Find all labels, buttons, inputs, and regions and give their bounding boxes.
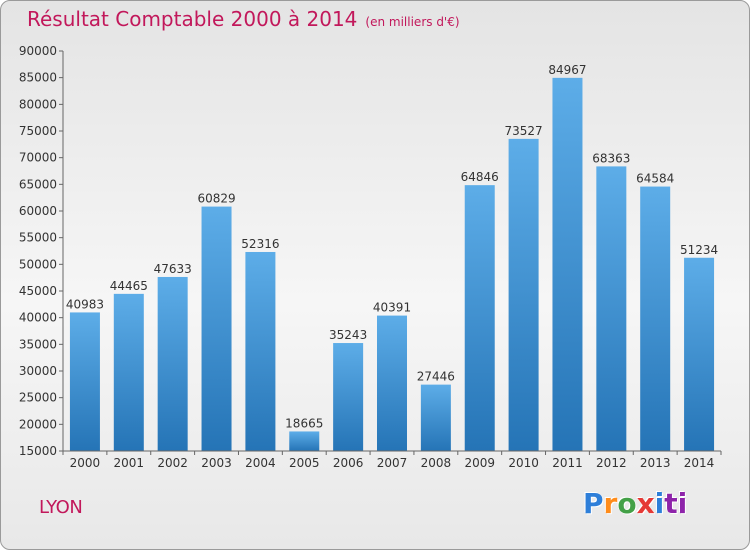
- bar-value-label: 47633: [154, 262, 192, 276]
- bar: [596, 166, 627, 451]
- y-tick-label: 55000: [19, 231, 57, 245]
- y-tick-label: 15000: [19, 444, 57, 458]
- x-tick-label: 2010: [508, 456, 539, 470]
- logo-letter: ti: [664, 487, 688, 520]
- bar-value-label: 18665: [285, 416, 323, 430]
- y-tick-label: 40000: [19, 311, 57, 325]
- city-label: LYON: [39, 497, 83, 518]
- y-tick-label: 50000: [19, 257, 57, 271]
- y-tick-label: 25000: [19, 391, 57, 405]
- bar: [420, 384, 451, 451]
- bar-value-label: 73527: [505, 124, 543, 138]
- y-tick-label: 65000: [19, 177, 57, 191]
- y-tick-label: 60000: [19, 204, 57, 218]
- bar: [508, 138, 539, 451]
- bar-value-label: 64846: [461, 170, 499, 184]
- chart-title-text: Résultat Comptable 2000 à 2014: [27, 7, 358, 31]
- bars: 40983 44465 47633 60829 52316 18665 35243 40391…: [66, 63, 718, 452]
- chart-subtitle: (en milliers d'€): [365, 15, 460, 29]
- bar: [69, 312, 100, 451]
- bar: [245, 251, 276, 451]
- y-tick-label: 80000: [19, 97, 57, 111]
- logo-letter: r: [603, 487, 618, 520]
- x-tick-label: 2004: [245, 456, 276, 470]
- logo-letter: i: [654, 487, 665, 520]
- y-tick-label: 70000: [19, 151, 57, 165]
- x-tick-label: 2006: [333, 456, 364, 470]
- bar-value-label: 35243: [329, 328, 367, 342]
- x-tick-label: 2000: [70, 456, 101, 470]
- bar: [377, 315, 407, 451]
- y-tick-label: 20000: [19, 417, 57, 431]
- x-tick-label: 2011: [552, 456, 583, 470]
- bar: [552, 77, 583, 452]
- bar: [289, 431, 320, 451]
- x-tick-label: 2003: [201, 456, 232, 470]
- bar-value-label: 40983: [66, 297, 104, 311]
- y-axis: 15000 20000 25000 30000 35000 40000 45000 50000…: [19, 44, 64, 458]
- y-tick-label: 85000: [19, 71, 57, 85]
- chart-title: Résultat Comptable 2000 à 2014 (en millie…: [27, 7, 460, 31]
- bar-value-label: 60829: [197, 192, 235, 206]
- y-tick-label: 75000: [19, 124, 57, 138]
- bar: [113, 293, 144, 451]
- bar: [333, 343, 364, 451]
- bar-value-label: 84967: [548, 63, 586, 77]
- x-tick-label: 2008: [421, 456, 452, 470]
- logo-letter: o: [617, 487, 637, 520]
- bar: [201, 206, 232, 451]
- bar: [684, 257, 715, 451]
- logo-letter: x: [636, 487, 655, 520]
- x-tick-label: 2002: [157, 456, 188, 470]
- bar-value-label: 64584: [636, 172, 674, 186]
- x-tick-label: 2012: [596, 456, 627, 470]
- bar-value-label: 51234: [680, 243, 718, 257]
- y-tick-label: 35000: [19, 337, 57, 351]
- x-axis: 2000 2001 2002 2003 2004 2005 2006 2007 2008 2009…: [62, 450, 722, 470]
- bar-value-label: 68363: [592, 151, 630, 165]
- proxiti-logo: Proxiti: [583, 487, 687, 520]
- bar-value-label: 40391: [373, 301, 411, 315]
- x-tick-label: 2013: [640, 456, 671, 470]
- x-tick-label: 2014: [684, 456, 715, 470]
- bar: [640, 186, 671, 451]
- bar-value-label: 52316: [241, 237, 279, 251]
- bar: [157, 276, 188, 451]
- x-tick-label: 2001: [114, 456, 145, 470]
- logo-letter: P: [583, 487, 604, 520]
- bar: [464, 185, 495, 451]
- bar-value-label: 27446: [417, 370, 455, 384]
- y-tick-label: 30000: [19, 364, 57, 378]
- y-tick-label: 45000: [19, 284, 57, 298]
- y-tick-label: 90000: [19, 44, 57, 58]
- bar-value-label: 44465: [110, 279, 148, 293]
- x-tick-label: 2005: [289, 456, 320, 470]
- x-tick-label: 2007: [377, 456, 408, 470]
- x-tick-label: 2009: [464, 456, 495, 470]
